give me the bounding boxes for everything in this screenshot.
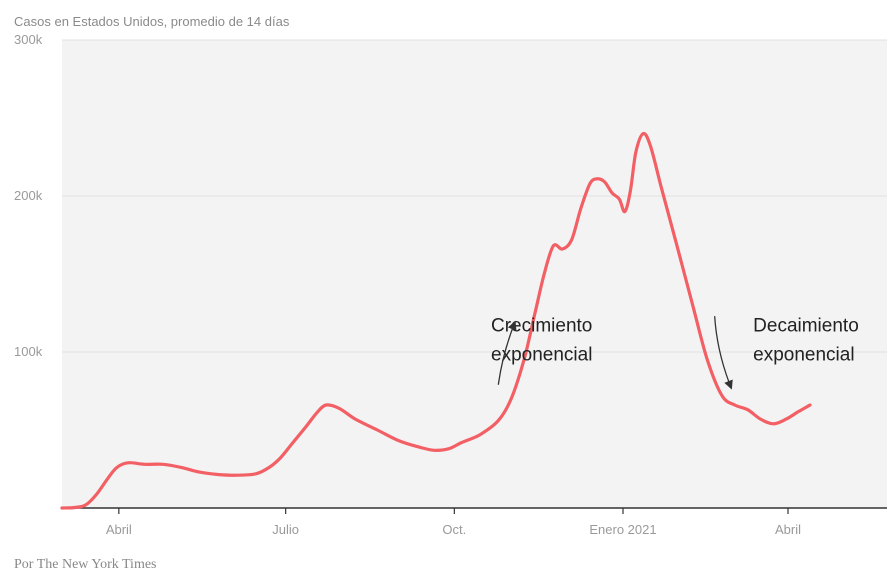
annotation-text: Decaimiento — [753, 316, 859, 337]
x-tick-label: Abril — [775, 522, 801, 537]
gridlines — [62, 39, 887, 353]
y-axis: 300k 200k 100k — [14, 32, 43, 359]
y-tick-label: 100k — [14, 344, 43, 359]
x-axis: Abril Julio Oct. Enero 2021 Abril — [106, 508, 801, 537]
annotation-text: exponencial — [491, 345, 592, 366]
x-tick-label: Oct. — [442, 522, 466, 537]
chart-title: Casos en Estados Unidos, promedio de 14 … — [14, 14, 290, 29]
x-tick-label: Enero 2021 — [589, 522, 656, 537]
plot-background — [62, 40, 887, 508]
series-group — [60, 131, 812, 510]
annotations: Crecimiento exponencial Decaimiento exponen… — [491, 316, 859, 390]
annotation-arrow — [714, 316, 733, 390]
x-tick-label: Abril — [106, 522, 132, 537]
annotation-arrow — [497, 320, 517, 385]
series-line-0 — [60, 131, 812, 510]
annotation-text: Crecimiento — [491, 316, 592, 337]
source-credit: Por The New York Times — [14, 557, 157, 572]
x-tick-label: Julio — [272, 522, 299, 537]
y-tick-label: 200k — [14, 188, 43, 203]
annotation-text: exponencial — [753, 345, 854, 366]
y-tick-label: 300k — [14, 32, 43, 47]
